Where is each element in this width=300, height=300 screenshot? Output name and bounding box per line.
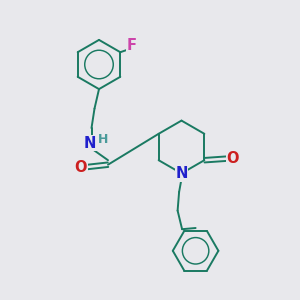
- Text: H: H: [98, 133, 108, 146]
- Text: F: F: [127, 38, 137, 53]
- Text: N: N: [84, 136, 96, 151]
- Text: N: N: [175, 166, 188, 181]
- Text: O: O: [226, 151, 239, 166]
- Text: O: O: [75, 160, 87, 175]
